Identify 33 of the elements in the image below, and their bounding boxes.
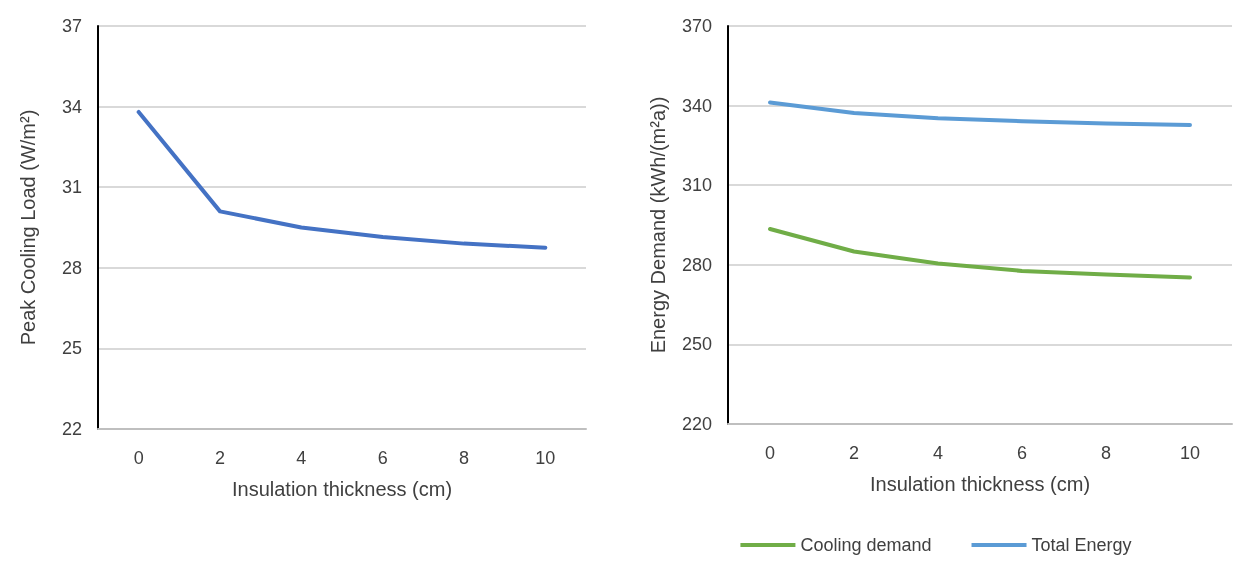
y-axis-title: Peak Cooling Load (W/m²) (17, 109, 39, 346)
x-axis-title: Insulation thickness (cm) (231, 478, 453, 500)
y-tick-label: 22 (61, 419, 82, 439)
x-tick-label: 2 (848, 443, 860, 463)
y-tick-label: 25 (61, 338, 82, 359)
y-tick-label: 280 (681, 254, 712, 275)
y-tick-label: 37 (61, 16, 82, 36)
y-tick-label: 28 (61, 257, 82, 278)
legend-label: Total Energy (1031, 535, 1132, 555)
x-tick-label: 2 (214, 448, 226, 468)
y-tick-label: 34 (61, 96, 82, 117)
y-tick-label: 340 (681, 95, 712, 116)
legend-label: Cooling demand (800, 535, 932, 555)
y-tick-label: 250 (681, 334, 712, 355)
y-tick-label: 310 (681, 175, 712, 196)
x-axis-title: Insulation thickness (cm) (869, 473, 1091, 495)
y-tick-label: 31 (61, 177, 82, 198)
x-tick-label: 8 (458, 448, 470, 468)
x-tick-label: 10 (535, 448, 556, 468)
line-series (768, 226, 1192, 280)
line-series (136, 109, 548, 250)
x-tick-label: 6 (1016, 443, 1028, 463)
line-series (768, 100, 1192, 127)
x-tick-label: 10 (1179, 443, 1201, 463)
x-tick-label: 6 (377, 448, 388, 468)
x-tick-label: 4 (296, 448, 307, 468)
y-tick-label: 370 (681, 16, 712, 36)
y-axis-title: Energy Demand (kWh/(m²a)) (647, 96, 669, 354)
x-tick-label: 8 (1100, 443, 1112, 463)
x-tick-label: 0 (133, 448, 144, 468)
x-tick-label: 4 (932, 443, 944, 463)
y-tick-label: 220 (681, 414, 712, 434)
x-tick-label: 0 (764, 443, 776, 463)
